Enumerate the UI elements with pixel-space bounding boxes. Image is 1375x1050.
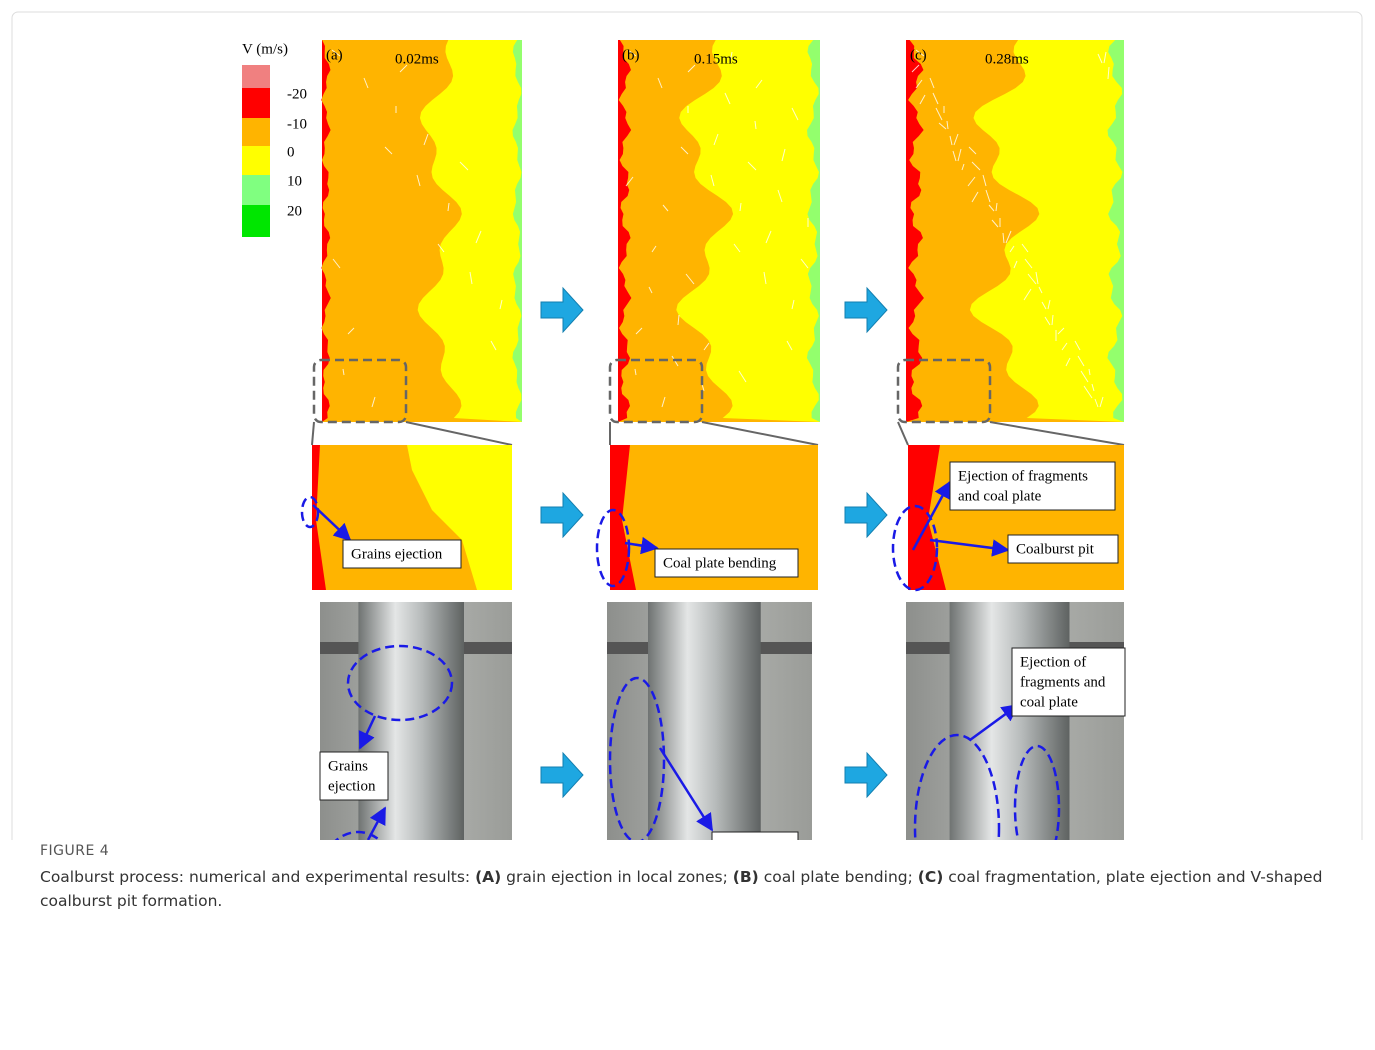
panel-time: 0.28ms (985, 51, 1029, 67)
page: V (m/s) -20 -10 0 10 20 (a) 0.02ms (b) 0.15ms (c) 0… (0, 0, 1375, 1050)
caption-part: (C) (918, 868, 944, 886)
flow-arrow (845, 753, 887, 797)
legend-label: 0 (287, 144, 295, 160)
photo-cylinder (358, 602, 464, 840)
zoom-line (312, 422, 314, 445)
panel-time: 0.02ms (395, 51, 439, 67)
legend-label: -20 (287, 86, 307, 102)
figure: V (m/s) -20 -10 0 10 20 (a) 0.02ms (b) 0.15ms (c) 0… (0, 0, 1375, 840)
panel-time: 0.15ms (694, 51, 738, 67)
legend-label: -10 (287, 116, 307, 132)
annotation-text: Coal plate (720, 838, 782, 840)
panel-label: (b) (622, 47, 640, 63)
annotation-text: Grains ejection (351, 546, 443, 562)
figure-label: FIGURE 4 (40, 843, 1330, 859)
zoom-line (990, 422, 1124, 445)
legend-swatch (242, 175, 270, 205)
annotation-text: Coalburst pit (1016, 541, 1095, 557)
annotation-text: coal plate (1020, 694, 1078, 710)
photo-cylinder (648, 602, 761, 840)
flow-arrow (541, 493, 583, 537)
caption-part: (A) (475, 868, 501, 886)
legend-swatch (242, 65, 270, 88)
annotation-text: ejection (328, 778, 376, 794)
flow-arrow (845, 288, 887, 332)
caption: FIGURE 4 Coalburst process: numerical an… (40, 843, 1330, 913)
legend-label: 20 (287, 203, 302, 219)
panel-label: (c) (910, 47, 927, 63)
flow-arrow (541, 288, 583, 332)
annotation-text: Grains (328, 758, 368, 774)
caption-part: (B) (733, 868, 759, 886)
caption-part: grain ejection in local zones; (501, 868, 733, 886)
legend-swatch (242, 88, 270, 118)
legend-swatch (242, 118, 270, 146)
legend-title: V (m/s) (242, 41, 288, 57)
flow-arrow (845, 493, 887, 537)
panel-label: (a) (326, 47, 343, 63)
zoom-line (898, 422, 908, 445)
photo-cylinder (950, 602, 1070, 840)
annotation-text: and coal plate (958, 488, 1042, 504)
zoom-line (406, 422, 512, 445)
caption-part: coal plate bending; (759, 868, 918, 886)
legend-label: 10 (287, 173, 302, 189)
legend-swatch (242, 205, 270, 237)
legend-swatch (242, 146, 270, 175)
caption-part: Coalburst process: numerical and experim… (40, 868, 475, 886)
annotation-text: fragments and (1020, 674, 1106, 690)
annotation-text: Ejection of (1020, 654, 1086, 670)
flow-arrow (541, 753, 583, 797)
zoom-line (702, 422, 818, 445)
annotation-text: Coal plate bending (663, 555, 777, 571)
caption-text: Coalburst process: numerical and experim… (40, 865, 1330, 913)
annotation-text: Ejection of fragments (958, 468, 1088, 484)
